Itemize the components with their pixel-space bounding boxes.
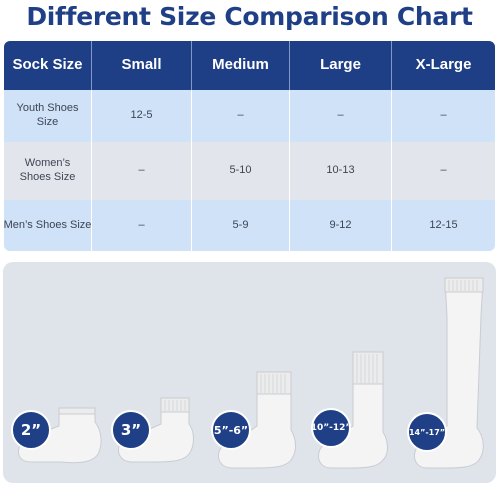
sock-item-knee-high: 14”-17”: [407, 276, 495, 480]
row-label-youth: Youth Shoes Size: [4, 90, 92, 142]
table-cell: –: [392, 90, 495, 142]
sock-item-quarter: 3”: [111, 380, 206, 480]
height-badge: 3”: [111, 410, 151, 450]
header-medium: Medium: [192, 41, 290, 90]
table-cell: 5-10: [192, 142, 290, 200]
sock-item-mid-calf: 10”-12”: [311, 350, 403, 480]
sock-item-crew: 5”-6”: [211, 368, 306, 480]
sock-height-panel: 2” 3” 5”-6”: [3, 262, 496, 483]
height-badge: 10”-12”: [311, 408, 351, 448]
table-cell: –: [192, 90, 290, 142]
height-badge: 5”-6”: [211, 410, 251, 450]
table-cell: 9-12: [290, 200, 392, 251]
header-sock-size: Sock Size: [4, 41, 92, 90]
size-comparison-table: Sock Size Small Medium Large X-Large You…: [4, 41, 495, 251]
knee-high-sock-icon: [414, 277, 484, 469]
height-badge: 14”-17”: [407, 412, 447, 452]
table-cell: –: [290, 90, 392, 142]
header-large: Large: [290, 41, 392, 90]
page-title: Different Size Comparison Chart: [26, 2, 473, 31]
table-cell: 12-5: [92, 90, 192, 142]
height-badge: 2”: [11, 410, 51, 450]
row-label-men: Men’s Shoes Size: [4, 200, 92, 251]
sock-item-ankle: 2”: [11, 392, 106, 480]
header-x-large: X-Large: [392, 41, 495, 90]
table-cell: 12-15: [392, 200, 495, 251]
table-cell: 10-13: [290, 142, 392, 200]
table-cell: –: [392, 142, 495, 200]
row-label-women: Women’s Shoes Size: [4, 142, 92, 200]
table-cell: –: [92, 142, 192, 200]
header-small: Small: [92, 41, 192, 90]
table-cell: 5-9: [192, 200, 290, 251]
table-cell: –: [92, 200, 192, 251]
